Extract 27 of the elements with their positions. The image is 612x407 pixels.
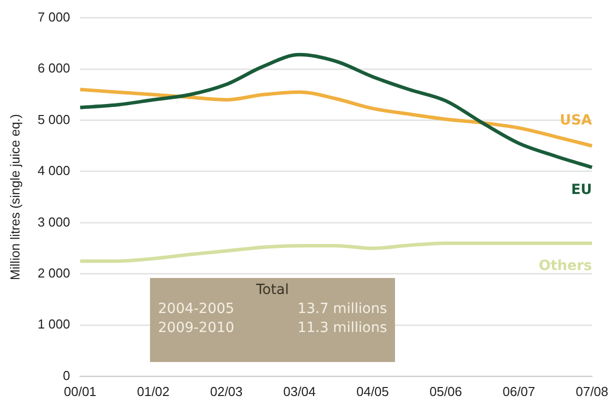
line-series — [78, 52, 594, 170]
annotation: 11.3 millions — [297, 320, 387, 336]
y-tick-label: 0 — [62, 368, 70, 383]
y-tick-label: 4 000 — [38, 163, 70, 178]
y-tick-label: 5 000 — [38, 112, 70, 127]
series-label: Others — [538, 258, 592, 274]
y-axis-title: Million litres (single juice eq.) — [7, 114, 22, 280]
y-tick-label: 7 000 — [38, 9, 70, 24]
x-tick-label: 05/06 — [429, 384, 462, 399]
annotation: 2009-2010 — [158, 320, 234, 336]
line-series — [78, 88, 594, 148]
y-tick-label: 6 000 — [38, 60, 70, 76]
y-tick-label: 2 000 — [38, 266, 70, 281]
x-tick-label: 04/05 — [356, 384, 389, 399]
y-tick-label: 3 000 — [38, 214, 70, 230]
annotation: 13.7 millions — [297, 301, 387, 317]
x-tick-label: 02/03 — [210, 384, 243, 399]
annotation: 2004-2005 — [158, 301, 234, 317]
series-label: EU — [571, 182, 592, 198]
x-tick-label: 07/08 — [576, 384, 608, 399]
x-tick-label: 03/04 — [283, 384, 316, 399]
x-tick-label: 00/01 — [64, 384, 96, 399]
annotation: Total — [255, 282, 290, 298]
x-tick-label: 01/02 — [136, 384, 170, 399]
x-tick-label: 06/07 — [502, 384, 536, 399]
y-tick-label: 1 000 — [38, 316, 70, 332]
series-label: USA — [560, 112, 592, 129]
